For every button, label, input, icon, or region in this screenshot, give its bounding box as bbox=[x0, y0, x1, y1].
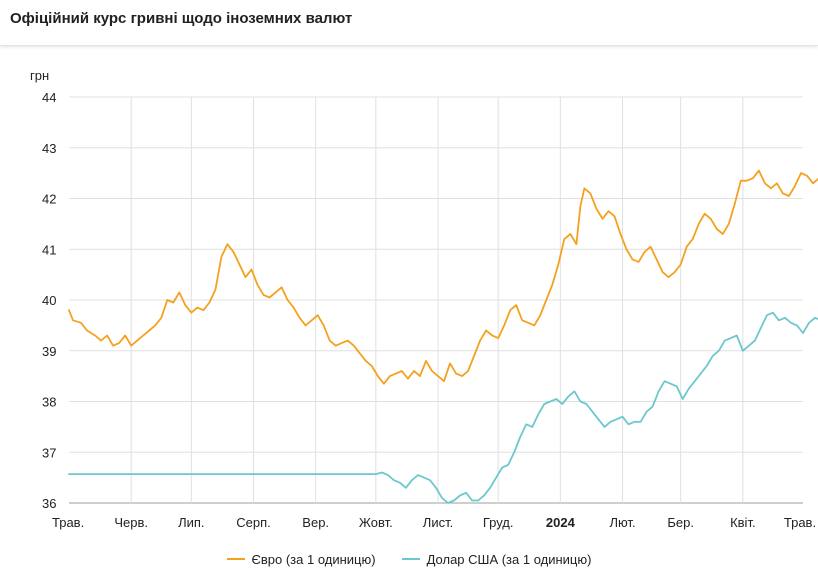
y-tick-label: 43 bbox=[42, 141, 56, 156]
y-tick-label: 42 bbox=[42, 192, 56, 207]
y-tick-label: 44 bbox=[42, 90, 56, 105]
x-tick-label: Лип. bbox=[178, 515, 204, 530]
x-tick-label: Черв. bbox=[114, 515, 148, 530]
x-tick-label: Вер. bbox=[302, 515, 329, 530]
x-tick-label: Бер. bbox=[667, 515, 694, 530]
x-tick-label: Серп. bbox=[236, 515, 271, 530]
y-tick-label: 39 bbox=[42, 344, 56, 359]
legend-label-eur: Євро (за 1 одиницю) bbox=[251, 551, 376, 567]
chart-title: Офіційний курс гривні щодо іноземних вал… bbox=[10, 10, 353, 27]
chart-header: Офіційний курс гривні щодо іноземних вал… bbox=[0, 0, 818, 46]
legend-label-usd: Долар США (за 1 одиницю) bbox=[426, 551, 592, 567]
y-axis-label: грн bbox=[30, 68, 49, 83]
legend-swatch-eur bbox=[226, 558, 245, 560]
series-line-eur bbox=[68, 169, 818, 385]
x-tick-label: Лют. bbox=[609, 515, 635, 530]
x-tick-label: Жовт. bbox=[359, 515, 393, 530]
legend-swatch-usd bbox=[401, 558, 420, 560]
line-chart: 36 37 38 39 40 41 42 43 44 грн Трав. Черв. Лип. Серп.… bbox=[30, 68, 818, 530]
legend-item-eur[interactable]: Євро (за 1 одиницю) bbox=[226, 551, 376, 567]
x-tick-label: Трав. bbox=[784, 515, 816, 530]
series-line-usd bbox=[68, 311, 818, 504]
x-tick-label: 2024 bbox=[546, 515, 576, 530]
y-tick-label: 41 bbox=[42, 242, 56, 257]
chart-legend: Євро (за 1 одиницю) Долар США (за 1 один… bbox=[0, 549, 818, 569]
legend-item-usd[interactable]: Долар США (за 1 одиницю) bbox=[401, 551, 592, 567]
x-tick-label: Трав. bbox=[52, 515, 84, 530]
x-tick-label: Лист. bbox=[423, 515, 453, 530]
y-tick-label: 37 bbox=[42, 445, 56, 460]
y-tick-label: 40 bbox=[42, 293, 56, 308]
x-tick-label: Груд. bbox=[483, 515, 514, 530]
y-tick-label: 36 bbox=[42, 496, 56, 511]
x-tick-label: Квіт. bbox=[730, 515, 756, 530]
y-tick-label: 38 bbox=[42, 395, 56, 410]
